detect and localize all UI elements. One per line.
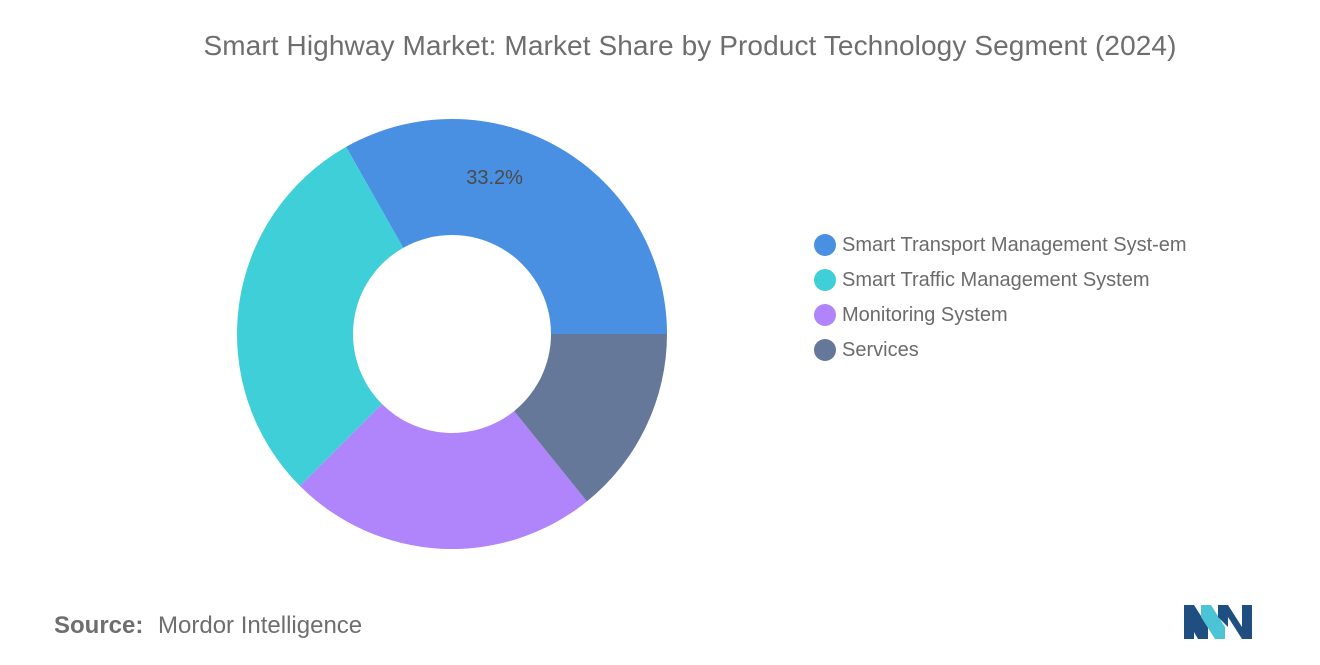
legend-swatch [814, 234, 836, 256]
legend-swatch [814, 304, 836, 326]
legend-item: Services [814, 337, 1214, 364]
donut-slice-monitoring-system [299, 404, 587, 549]
legend-label: Smart Transport Management Syst-em [842, 234, 1187, 256]
slice-data-label: 33.2% [466, 167, 523, 189]
legend-label: Services [842, 339, 919, 361]
legend-label: Monitoring System [842, 304, 1008, 326]
chart-legend: Smart Transport Management Syst-em Smart… [814, 232, 1214, 372]
legend-label: Smart Traffic Management System [842, 269, 1150, 291]
source-value: Mordor Intelligence [158, 612, 363, 639]
legend-item: Monitoring System [814, 302, 1214, 329]
legend-swatch [814, 339, 836, 361]
legend-swatch [814, 269, 836, 291]
donut-slice-smart-transport-management-system [346, 118, 667, 334]
legend-item: Smart Transport Management Syst-em [814, 232, 1214, 259]
legend-item: Smart Traffic Management System [814, 267, 1214, 294]
source-note: Source: Mordor Intelligence [54, 612, 362, 640]
donut-slice-services [514, 334, 667, 502]
source-label: Source: [54, 612, 144, 639]
chart-title: Smart Highway Market: Market Share by Pr… [203, 30, 1177, 61]
mordor-intelligence-logo-icon [1184, 605, 1252, 639]
donut-slice-smart-traffic-management-system [236, 146, 404, 487]
